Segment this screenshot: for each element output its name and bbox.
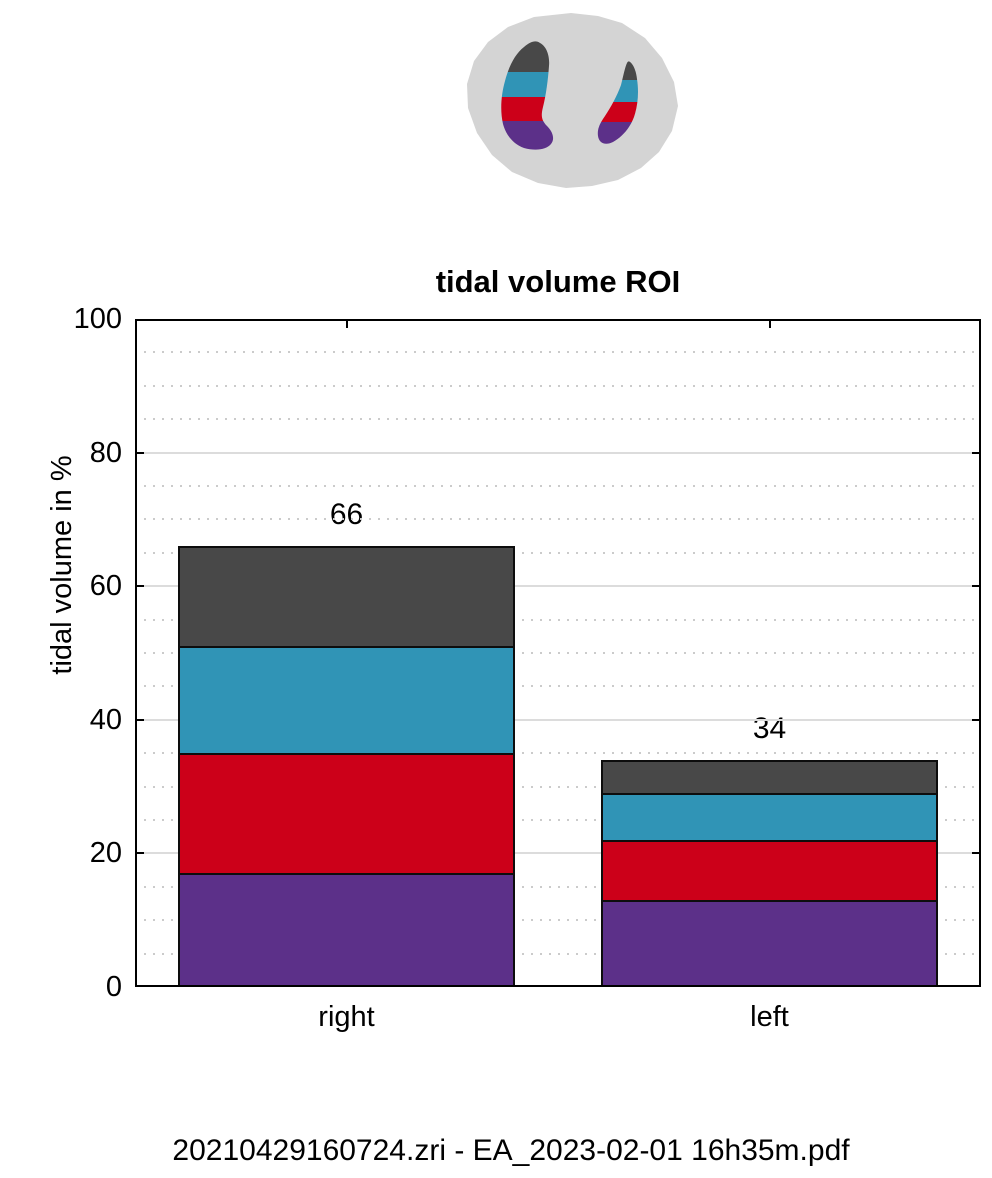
minor-gridline-55: [135, 618, 981, 621]
y-tick-label-20: 20: [89, 837, 122, 870]
minor-gridline-25: [135, 819, 981, 821]
minor-gridline-75: [135, 485, 981, 487]
major-gridline-80: [135, 451, 981, 454]
minor-gridline-5: [135, 952, 981, 955]
footer-filename: 20210429160724.zri - EA_2023-02-01 16h35…: [172, 1134, 850, 1167]
major-gridline-20: [135, 852, 981, 855]
right-lung-band-teal: [501, 72, 554, 97]
bar-segment-right-teal-segment: [178, 646, 515, 756]
y-tick-label-100: 100: [73, 303, 122, 335]
gridline-layer: [135, 319, 981, 987]
lung-roi-map: [467, 13, 678, 188]
bar-layer: [135, 319, 981, 987]
minor-gridline-35: [135, 752, 981, 755]
bar-segment-right-purple-bottom-segment: [178, 873, 515, 987]
bar-segment-left-teal-segment: [601, 793, 938, 843]
x-tick-label-left: left: [750, 1001, 789, 1033]
minor-gridline-85: [135, 418, 981, 421]
minor-gridline-65: [135, 551, 981, 554]
bar-segment-left-red-segment: [601, 840, 938, 903]
bar-segment-left-dark-gray-top-segment: [601, 759, 938, 796]
y-tick-label-80: 80: [89, 436, 122, 469]
chart-title: tidal volume ROI: [435, 264, 681, 299]
major-gridline-40: [135, 718, 981, 721]
minor-gridline-45: [135, 685, 981, 688]
bar-total-label-right: 66: [329, 498, 364, 532]
thorax-outline: [467, 13, 678, 188]
bar-segment-left-purple-bottom-segment: [601, 900, 938, 987]
bar-segment-right-dark-gray-top-segment: [178, 546, 515, 649]
y-tick-label-60: 60: [89, 570, 122, 603]
plot-area: [135, 319, 981, 987]
bar-segment-right-red-segment: [178, 753, 515, 876]
minor-gridline-30: [135, 785, 981, 788]
minor-gridline-10: [135, 919, 981, 922]
major-gridline-60: [135, 585, 981, 588]
bar-total-label-left: 34: [752, 711, 787, 745]
minor-gridline-70: [135, 518, 981, 521]
minor-gridline-15: [135, 885, 981, 888]
x-tick-label-right: right: [318, 1001, 375, 1033]
y-tick-label-40: 40: [89, 703, 122, 736]
minor-gridline-95: [135, 351, 981, 354]
y-tick-labels: 0 20 40 60 80 100: [0, 303, 122, 1003]
minor-gridline-50: [135, 652, 981, 654]
y-tick-label-0: 0: [105, 971, 122, 1003]
minor-gridline-90: [135, 384, 981, 387]
